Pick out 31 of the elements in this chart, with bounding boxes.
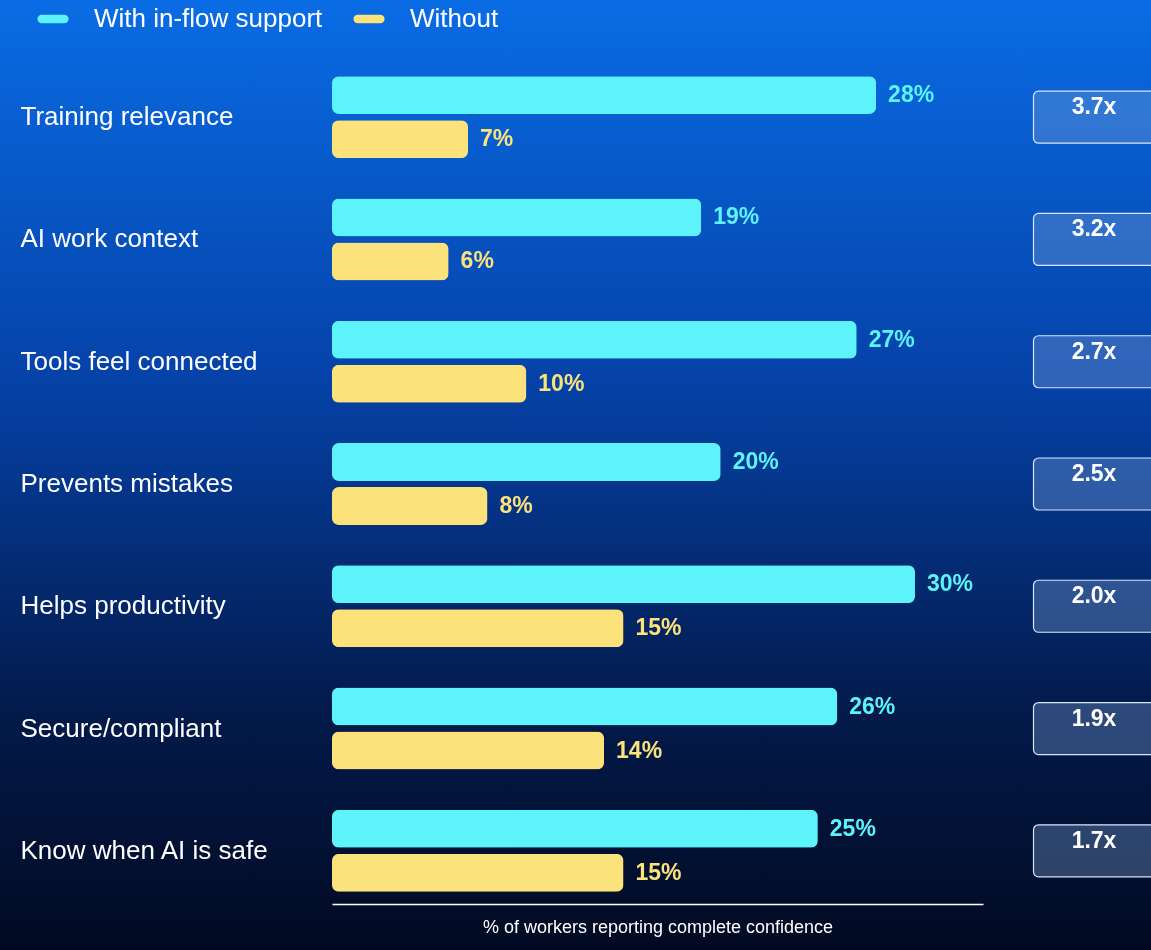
- data-label: 26%: [849, 692, 896, 719]
- text: 2.7x: [1071, 337, 1117, 364]
- data-label: 15%: [635, 858, 682, 885]
- data-label: 15%: [635, 614, 682, 641]
- text: 2.0x: [1071, 582, 1117, 609]
- y-tick-label: Secure/compliant: [20, 712, 223, 743]
- data-label: 20%: [732, 447, 779, 474]
- y-tick-label: Know when AI is safe: [20, 834, 268, 865]
- text: 3.7x: [1071, 93, 1117, 120]
- data-label: 10%: [538, 369, 585, 396]
- text: 2.5x: [1071, 460, 1117, 486]
- data-label: 6%: [460, 247, 494, 274]
- text: 1.9x: [1071, 704, 1117, 731]
- text: 3.2x: [1071, 215, 1117, 242]
- data-label: 19%: [713, 203, 760, 230]
- data-label: 27%: [868, 325, 915, 352]
- data-label: 8%: [499, 492, 533, 519]
- legend-label: Without: [410, 3, 499, 33]
- text: 1.7x: [1071, 826, 1117, 853]
- data-label: 30%: [926, 570, 974, 597]
- y-tick-label: Prevents mistakes: [20, 468, 233, 498]
- data-label: 14%: [616, 736, 663, 763]
- legend-label: With in-flow support: [94, 3, 324, 33]
- y-tick-label: Training relevance: [20, 101, 234, 132]
- y-tick-label: Tools feel connected: [20, 345, 258, 376]
- y-tick-label: Helps productivity: [20, 590, 226, 621]
- y-tick-label: AI work context: [20, 223, 200, 254]
- data-label: 25%: [829, 814, 876, 841]
- data-label: 28%: [888, 81, 935, 108]
- x-axis-title: % of workers reporting complete confidence: [482, 916, 834, 937]
- data-label: 7%: [480, 125, 514, 152]
